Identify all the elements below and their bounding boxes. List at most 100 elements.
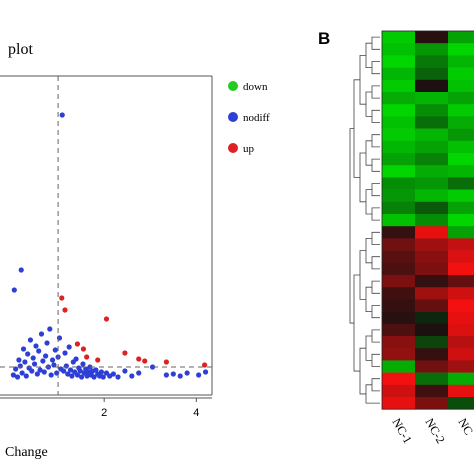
heatmap-cell (382, 275, 416, 288)
heatmap-cell (415, 177, 449, 190)
dendrogram-branch (359, 152, 366, 203)
up-point (103, 316, 110, 322)
dendrogram-branch (371, 256, 380, 270)
heatmap-column-labels: NC-1 NC-2 NC (389, 416, 474, 446)
heatmap-cell (415, 55, 449, 68)
heatmap-cell (415, 262, 449, 276)
nodiff-point (43, 353, 49, 359)
heatmap-cell (382, 67, 416, 81)
down-legend-label: down (243, 81, 268, 93)
heatmap-cell (448, 287, 474, 300)
nodiff-point (84, 373, 90, 379)
nodiff-point (202, 369, 209, 375)
dendrogram-branch (371, 231, 380, 245)
heatmap-cell (382, 31, 416, 44)
dendrogram-branch (359, 250, 366, 300)
heatmap-cell (382, 323, 416, 337)
nodiff-point (74, 372, 81, 378)
heatmap-cell (415, 104, 449, 117)
heatmap-cell (382, 165, 416, 178)
dendrogram-branch (371, 378, 380, 392)
heatmap-cell (415, 116, 449, 129)
down-legend-marker (228, 81, 238, 91)
legend: down nodiff up (228, 81, 270, 155)
dendrogram-branch (371, 329, 380, 343)
nodiff-point (31, 361, 38, 367)
x-tick-label: 2 (101, 407, 107, 419)
heatmap-cell (448, 372, 474, 386)
nodiff-point (22, 359, 28, 365)
heatmap-cell (382, 384, 416, 398)
heatmap-column-label: NC-2 (422, 416, 447, 446)
heatmap-cell (382, 214, 416, 227)
nodiff-point (66, 344, 72, 350)
nodiff-point (10, 372, 16, 378)
heatmap-cell (448, 360, 474, 373)
dendrogram-branch (349, 128, 354, 324)
heatmap-cell (448, 201, 474, 215)
nodiff-point (122, 368, 128, 374)
nodiff-point (78, 374, 85, 380)
nodiff-point (63, 363, 69, 369)
heatmap-cell (382, 104, 416, 117)
up-point (202, 362, 208, 368)
heatmap-cell (448, 250, 474, 264)
nodiff-point (34, 371, 40, 377)
heatmap-cell (448, 384, 474, 398)
dendrogram-branch (371, 85, 380, 99)
heatmap-cell (382, 348, 416, 361)
nodiff-point (16, 357, 22, 363)
heatmap-cell (448, 67, 474, 81)
heatmap-cell (415, 79, 449, 93)
heatmap-cell (415, 153, 449, 166)
heatmap-cell (382, 311, 416, 325)
nodiff-point (48, 372, 54, 378)
nodiff-point (196, 372, 202, 378)
nodiff-point (33, 343, 39, 349)
dendrogram-branch (371, 305, 380, 319)
heatmap-cell (415, 384, 449, 398)
heatmap-cell (382, 189, 416, 203)
heatmap-cell (382, 201, 416, 215)
dendrogram-branch (371, 280, 380, 294)
nodiff-point (177, 373, 183, 379)
heatmap-cell (448, 43, 474, 56)
heatmap-cell (382, 336, 416, 349)
nodiff-point (98, 369, 105, 375)
heatmap-cell (382, 250, 416, 264)
heatmap-cell (448, 165, 474, 178)
heatmap-cell (382, 43, 416, 56)
heatmap-cell (415, 287, 449, 300)
nodiff-point (29, 368, 35, 374)
up-legend-marker (228, 143, 238, 153)
nodiff-point (115, 374, 121, 380)
heatmap-cell (415, 43, 449, 56)
dendrogram-branch (365, 335, 372, 361)
heatmap-cell (448, 92, 474, 105)
nodiff-point (30, 355, 36, 361)
heatmap-cell (415, 275, 449, 288)
heatmap-border (381, 30, 474, 410)
dendrogram-branch (365, 42, 372, 68)
heatmap-cell (382, 92, 416, 105)
dendrogram-branch (365, 140, 372, 166)
nodiff-legend-marker (228, 112, 238, 122)
heatmap-cell (415, 348, 449, 361)
nodiff-point (40, 358, 46, 364)
nodiff-point (41, 369, 47, 375)
nodiff-point (170, 371, 176, 377)
heatmap-cell (448, 128, 474, 142)
heatmap-cell (448, 275, 474, 288)
heatmap-cell (415, 92, 449, 105)
heatmap-cell (382, 128, 416, 142)
dendrogram-branch (371, 36, 380, 50)
heatmap-cell (382, 262, 416, 276)
nodiff-point (13, 366, 19, 372)
up-point (59, 295, 65, 301)
heatmap-cell (448, 348, 474, 361)
dendrogram-branch (371, 353, 380, 367)
heatmap-cell (382, 397, 416, 410)
